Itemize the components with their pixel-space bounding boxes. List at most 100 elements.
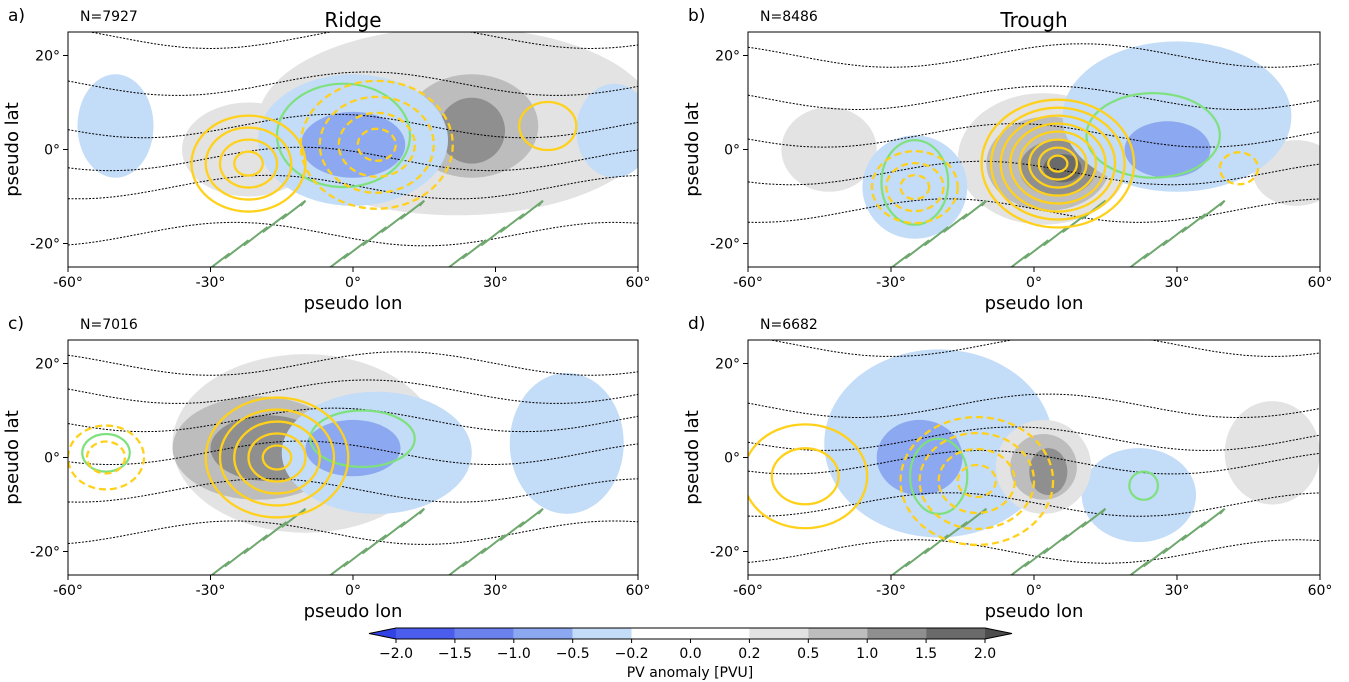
panel-title: Ridge <box>324 8 381 32</box>
colorbar-tick-label: −2.0 <box>379 646 413 662</box>
gold-contour-solid <box>980 98 1136 229</box>
x-axis-label: pseudo lon <box>985 601 1084 622</box>
plot-area <box>748 41 1320 267</box>
plot-area <box>748 340 1320 575</box>
streamline <box>68 174 638 200</box>
colorbar-label: PV anomaly [PVU] <box>627 665 754 681</box>
gold-contour-dashed <box>85 440 127 475</box>
colorbar-tick-label: 2.0 <box>974 646 996 662</box>
streamline <box>68 379 638 404</box>
gold-contour-solid <box>1009 122 1107 205</box>
y-tick-label: -20° <box>710 545 740 561</box>
gold-contour-dashed <box>918 431 1036 531</box>
green-contour-dark <box>209 507 544 575</box>
pv-colorbar: −2.0 −1.5 −1.0 −0.5 −0.2 0.0 0.2 0.5 1.0 1.5 2.0 P… <box>368 627 1013 681</box>
streamline <box>87 32 638 50</box>
panel-letter: a) <box>8 6 25 26</box>
colorbar-ticks: −2.0 −1.5 −1.0 −0.5 −0.2 0.0 0.2 0.5 1.0 1.5 2.0 <box>379 639 996 662</box>
colorbar-swatch <box>396 628 455 639</box>
x-tick-label: 60° <box>1308 583 1333 599</box>
y-tick-label: -20° <box>30 545 60 561</box>
colorbar-swatch <box>926 628 985 639</box>
gold-contour-solid <box>999 114 1117 213</box>
x-tick-label: 60° <box>1308 275 1333 291</box>
gold-contour-solid <box>1018 130 1098 197</box>
gold-contour-solid <box>247 432 307 483</box>
gold-contour-dashed <box>68 424 146 491</box>
streamline <box>68 407 638 433</box>
gold-contour-solid <box>748 423 869 530</box>
streamline <box>767 340 1320 357</box>
gold-contour-solid <box>1037 146 1079 181</box>
y-tick-label: 0° <box>44 143 60 159</box>
pv-anomaly-region <box>1029 448 1068 496</box>
pv-anomaly-region <box>1124 121 1211 178</box>
gold-contour-solid <box>204 126 293 201</box>
pv-anomaly-region <box>77 74 154 178</box>
y-tick-label: 0° <box>44 451 60 467</box>
panel-4: -60° -30° 0° 30° 60° 20° 0° -20° pseudo lon pseud… <box>682 314 1332 622</box>
colorbar-tick-label: 0.5 <box>797 646 819 662</box>
x-tick-label: 30° <box>483 275 508 291</box>
colorbar-swatch <box>690 628 750 639</box>
pv-anomaly-region <box>1100 471 1168 528</box>
pv-anomaly-region <box>509 372 624 514</box>
x-tick-label: 30° <box>1165 583 1190 599</box>
gold-contour-dashed <box>1218 151 1260 186</box>
streamline <box>68 221 638 247</box>
panel-letter: c) <box>8 314 24 334</box>
panel-letter: d) <box>688 314 705 334</box>
green-contour <box>1085 91 1222 179</box>
gold-contour-solid <box>233 150 264 177</box>
gold-contour-dashed <box>885 161 945 213</box>
x-tick-label: 60° <box>626 583 651 599</box>
colorbar-swatches <box>368 627 1013 640</box>
gold-contour-dashed <box>937 447 1017 515</box>
sample-size-label: N=7016 <box>80 317 138 333</box>
plot-area <box>68 32 638 267</box>
green-contour <box>81 432 131 473</box>
gold-contour-solid <box>1047 154 1069 173</box>
sample-size-label: N=8486 <box>760 9 818 25</box>
colorbar-swatch <box>454 628 514 639</box>
y-tick-label: 20° <box>35 357 60 373</box>
streamline <box>68 71 638 96</box>
colorbar-tick-label: 0.0 <box>679 646 701 662</box>
sample-size-label: N=7927 <box>80 9 138 25</box>
x-tick-label: 30° <box>1165 275 1190 291</box>
plot-area <box>68 351 638 575</box>
y-tick-label: 0° <box>724 451 740 467</box>
colorbar-tick-label: −1.0 <box>497 646 531 662</box>
colorbar-tick-label: 1.5 <box>915 646 937 662</box>
streamline <box>68 520 638 545</box>
gold-contour-dashed <box>318 95 435 194</box>
panel-2: -60° -30° 0° 30° 60° 20° 0° -20° pseudo lon pseud… <box>682 6 1333 314</box>
y-axis-label: pseudo lat <box>682 410 703 505</box>
colorbar-tick-label: −0.5 <box>556 646 590 662</box>
gold-contour-dashed <box>337 111 416 178</box>
colorbar-swatch <box>572 628 632 639</box>
x-axis-label: pseudo lon <box>304 293 403 314</box>
colorbar-swatch <box>808 628 868 639</box>
streamline <box>68 113 638 139</box>
pv-anomaly-region <box>576 83 638 178</box>
gold-contour-solid <box>518 100 578 152</box>
pv-anomaly-region <box>781 107 877 192</box>
colorbar-swatch <box>513 628 573 639</box>
colorbar-swatch <box>631 628 691 639</box>
y-axis-label: pseudo lat <box>2 102 23 197</box>
x-tick-label: 0° <box>345 275 361 291</box>
gold-contour-dashed <box>356 127 397 162</box>
green-contour-dark <box>209 199 544 267</box>
streamline <box>748 160 1320 186</box>
gold-contour-solid <box>770 447 840 506</box>
green-contour-dark <box>889 507 1226 575</box>
x-axis-label: pseudo lon <box>304 601 403 622</box>
colorbar-tick-label: −1.5 <box>438 646 472 662</box>
gold-contour-solid <box>989 106 1126 221</box>
gold-contour-dashed <box>956 463 998 499</box>
streamline <box>748 85 1320 110</box>
green-contour-dark <box>889 199 1226 267</box>
streamline <box>748 450 1320 475</box>
